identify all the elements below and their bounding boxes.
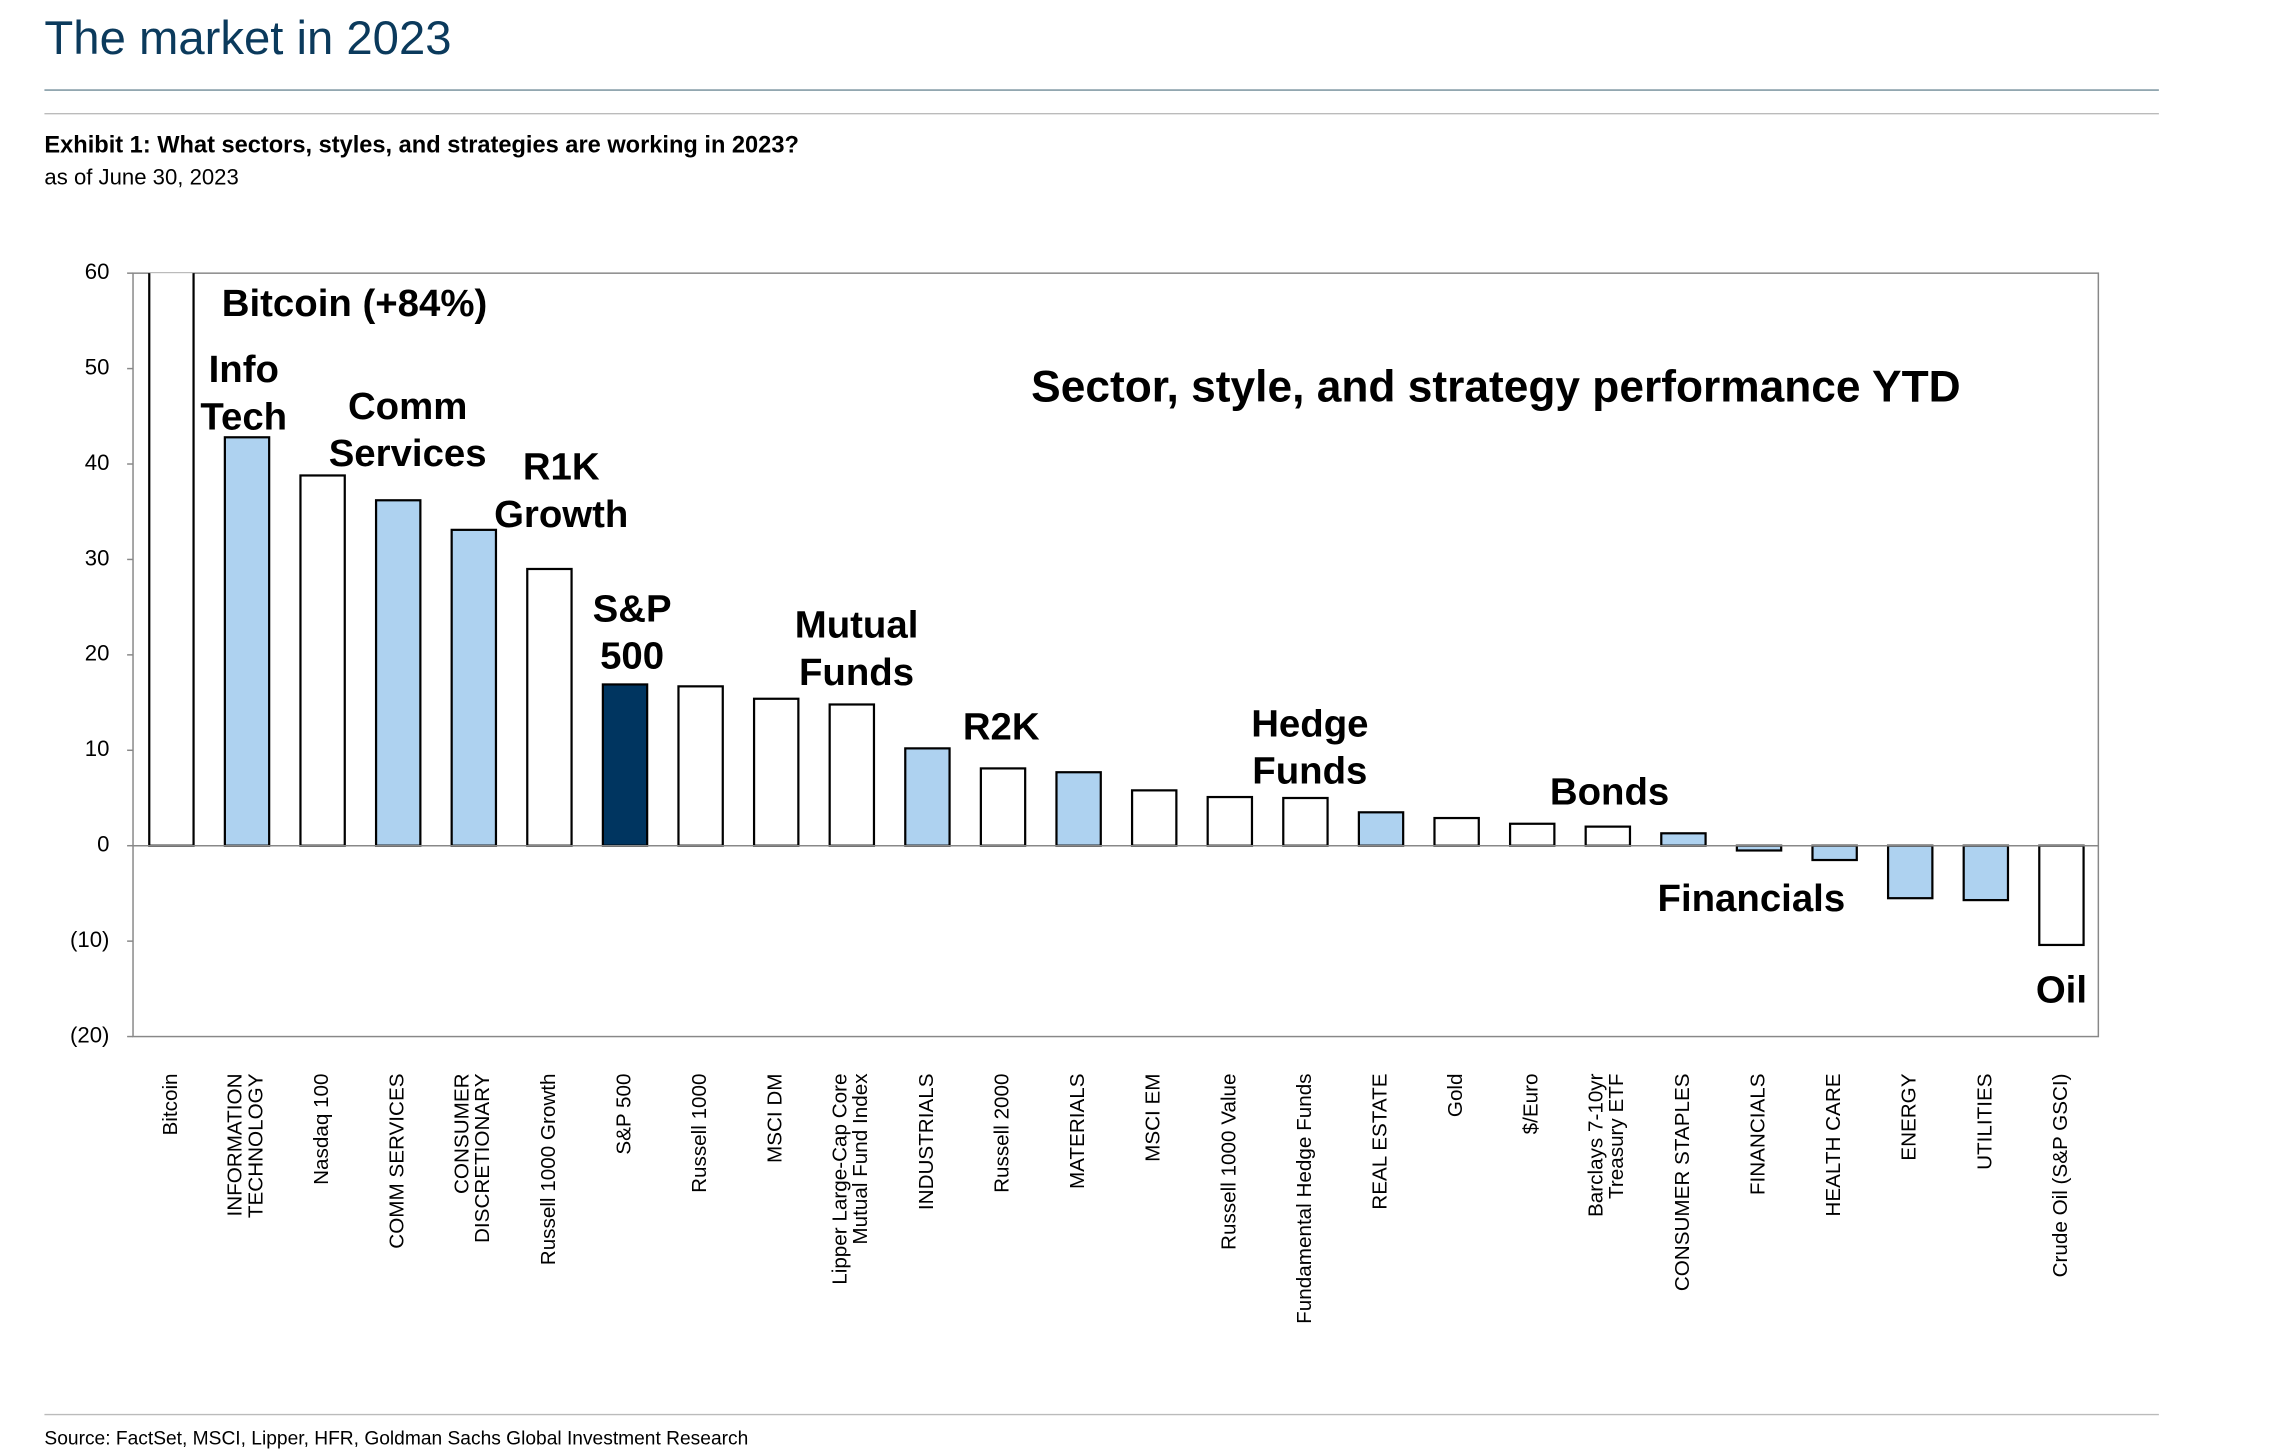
page-title: The market in 2023: [44, 12, 451, 65]
x-tick-label: UTILITIES: [1973, 1073, 1996, 1169]
annotation: R1K Growth: [494, 446, 628, 536]
y-tick-label: 30: [85, 545, 110, 570]
x-tick-label: HEALTH CARE: [1822, 1073, 1845, 1216]
bar: [1811, 844, 1858, 862]
bar: [601, 683, 649, 847]
x-tick-label: Russell 1000: [688, 1073, 711, 1192]
bar: [1206, 795, 1254, 847]
bar: [299, 474, 346, 847]
annotation: S&P 500: [593, 587, 672, 677]
y-tick-label: 40: [85, 450, 110, 475]
y-tick-label: (10): [70, 927, 109, 952]
bar: [374, 499, 422, 847]
x-tick-label: COMM SERVICES: [386, 1073, 409, 1248]
x-tick-label: CONSUMER STAPLES: [1671, 1073, 1694, 1291]
bar: [1584, 825, 1632, 847]
x-tick-label: INDUSTRIALS: [915, 1073, 938, 1210]
x-tick-label: INFORMATIONTECHNOLOGY: [224, 1073, 268, 1218]
annotation: Financials: [1658, 877, 1846, 920]
x-tick-label: MSCI DM: [764, 1073, 787, 1163]
annotation: Bonds: [1550, 771, 1669, 814]
source: Source: FactSet, MSCI, Lipper, HFR, Gold…: [44, 1429, 748, 1450]
y-tick-label: 10: [85, 736, 110, 761]
chart-subtitle: as of June 30, 2023: [44, 165, 238, 190]
x-tick-label: CONSUMERDISCRETIONARY: [451, 1073, 495, 1243]
x-tick-label: Lipper Large-Cap CoreMutual Fund Index: [829, 1073, 873, 1285]
bar: [526, 567, 573, 847]
bar: [1886, 844, 1934, 900]
y-tick-label: (20): [70, 1022, 109, 1047]
bar: [752, 697, 800, 847]
x-tick-label: S&P 500: [612, 1073, 635, 1154]
chart-heading: Sector, style, and strategy performance …: [1031, 363, 1960, 412]
annotation: Comm Services: [329, 385, 487, 475]
x-tick-label: Russell 1000 Growth: [537, 1073, 560, 1265]
annotation: Mutual Funds: [795, 604, 919, 694]
x-tick-label: Crude Oil (S&P GSCI): [2049, 1073, 2072, 1277]
bar: [450, 528, 498, 847]
y-tick-label: 0: [97, 832, 109, 857]
y-tick-label: 20: [85, 641, 110, 666]
x-tick-label: REAL ESTATE: [1368, 1073, 1391, 1209]
bar: [223, 436, 271, 847]
x-tick-label: Russell 1000 Value: [1217, 1073, 1240, 1249]
bar: [1962, 844, 2010, 902]
bar: [1282, 796, 1329, 847]
bar: [1660, 832, 1707, 847]
bar: [677, 685, 724, 847]
x-tick-label: Gold: [1444, 1073, 1467, 1117]
bar: [1055, 771, 1102, 847]
bar: [1433, 816, 1480, 847]
x-tick-label: FINANCIALS: [1746, 1073, 1769, 1195]
x-tick-label: Barclays 7-10yrTreasury ETF: [1585, 1073, 1629, 1217]
y-tick-label: 50: [85, 354, 110, 379]
x-tick-label: MSCI EM: [1142, 1073, 1165, 1161]
bar: [1357, 811, 1405, 847]
x-tick-label: Bitcoin: [159, 1073, 182, 1135]
x-tick-label: MATERIALS: [1066, 1073, 1089, 1189]
x-tick-label: ENERGY: [1898, 1073, 1921, 1160]
bar: [1508, 822, 1556, 847]
x-tick-label: $/Euro: [1520, 1073, 1543, 1134]
bar: [979, 767, 1027, 847]
bars: [148, 273, 2085, 947]
x-tick-label: Nasdaq 100: [310, 1073, 333, 1184]
bar: [828, 703, 876, 847]
annotation: R2K: [963, 706, 1040, 749]
annotation: Bitcoin (+84%): [222, 282, 487, 325]
chart-title: Exhibit 1: What sectors, styles, and str…: [44, 132, 798, 158]
annotation: Oil: [2036, 968, 2087, 1011]
bar: [904, 747, 951, 847]
annotation: Hedge Funds: [1251, 703, 1368, 793]
y-tick-label: 60: [85, 259, 110, 284]
x-tick-label: Fundamental Hedge Funds: [1293, 1073, 1316, 1323]
x-tick-label: Russell 2000: [990, 1073, 1013, 1192]
bar: [2038, 844, 2085, 947]
bar: [1130, 789, 1178, 847]
bar: [148, 273, 195, 847]
annotation: Info Tech: [200, 348, 287, 438]
